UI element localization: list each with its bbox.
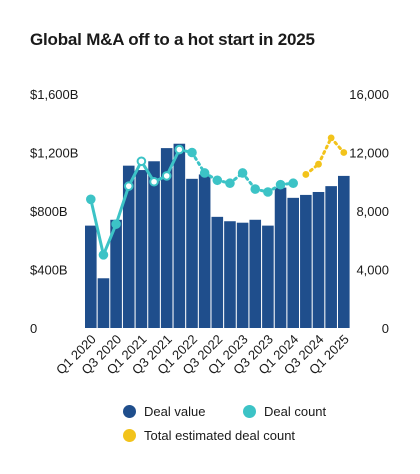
- left-axis-tick-label: $1,600B: [30, 87, 78, 102]
- deal-value-bar: [110, 219, 122, 328]
- right-axis-tick-label: 8,000: [356, 204, 389, 219]
- deal-count-point: [111, 219, 121, 229]
- deal-count-point: [225, 178, 235, 189]
- estimated-count-segment: [317, 136, 333, 166]
- left-axis-tick-label: $1,200B: [30, 146, 78, 161]
- deal-count-segment: [101, 222, 118, 257]
- deal-value-bar: [211, 216, 224, 328]
- legend-item-deal-count: Deal count: [243, 404, 326, 419]
- deal-count-point: [199, 168, 210, 178]
- deal-count-lines: [86, 134, 348, 260]
- deal-value-bar: [224, 221, 236, 328]
- deal-count-point: [263, 187, 273, 197]
- deal-value-bar: [262, 225, 274, 328]
- right-axis-tick-label: 0: [382, 321, 389, 336]
- deal-count-point: [174, 144, 185, 155]
- deal-value-bar: [249, 219, 262, 328]
- deal-value-bar: [173, 143, 186, 328]
- deal-value-bar: [287, 197, 299, 328]
- right-axis-tick-label: 16,000: [349, 87, 389, 102]
- deal-value-bar: [198, 174, 211, 328]
- deal-value-bar: [122, 165, 135, 328]
- deal-value-bar: [135, 170, 148, 328]
- deal-value-bar: [236, 222, 249, 328]
- estimated-count-point: [327, 134, 335, 142]
- deal-count-segment: [89, 197, 105, 257]
- deal-count-segment: [114, 184, 131, 226]
- chart-title: Global M&A off to a hot start in 2025: [30, 30, 315, 49]
- deal-count-point: [86, 194, 96, 205]
- right-axis-tick-label: 12,000: [349, 146, 389, 161]
- deal-count-point: [98, 250, 109, 260]
- deal-count-segment: [165, 148, 181, 178]
- deal-count-point: [161, 171, 172, 181]
- deal-value-bar: [97, 278, 110, 328]
- deal-count-point: [136, 156, 147, 167]
- deal-count-point: [187, 147, 197, 158]
- deal-count-point: [237, 168, 248, 178]
- left-axis-tick-label: $400B: [30, 263, 68, 278]
- legend-item-deal-value: Deal value: [123, 404, 205, 419]
- legend-item-estimated: Total estimated deal count: [123, 428, 295, 443]
- deal-value-bar: [160, 148, 173, 328]
- right-axis: 16,000 12,000 8,000 4,000 0: [349, 87, 389, 336]
- deal-value-swatch: [123, 405, 136, 418]
- deal-value-bars: [85, 143, 350, 328]
- deal-value-bar: [148, 161, 160, 328]
- deal-count-point: [212, 175, 223, 186]
- deal-count-point: [275, 179, 286, 190]
- deal-value-bar: [186, 178, 198, 328]
- deal-count-point: [288, 178, 299, 189]
- deal-count-point: [149, 176, 159, 187]
- right-axis-tick-label: 4,000: [356, 263, 389, 278]
- deal-value-bar: [312, 191, 325, 328]
- left-axis-tick-label: $800B: [30, 204, 68, 219]
- legend-label-deal-value: Deal value: [144, 404, 206, 419]
- legend-label-deal-count: Deal count: [264, 404, 327, 419]
- deal-value-bar: [325, 186, 337, 328]
- deal-value-bar: [338, 175, 350, 328]
- estimated-count-swatch: [123, 429, 136, 442]
- legend-label-estimated: Total estimated deal count: [144, 428, 296, 443]
- deal-count-swatch: [243, 405, 256, 418]
- deal-count-point: [250, 184, 261, 194]
- estimated-count-point: [315, 160, 322, 168]
- deal-value-bar: [85, 225, 97, 328]
- estimated-count-point: [340, 149, 348, 156]
- deal-count-point: [123, 181, 134, 191]
- deal-value-bar: [274, 187, 287, 328]
- left-axis: $1,600B $1,200B $800B $400B 0: [30, 87, 78, 336]
- deal-value-bar: [300, 194, 312, 328]
- estimated-count-point: [302, 171, 310, 178]
- left-axis-tick-label: 0: [30, 321, 37, 336]
